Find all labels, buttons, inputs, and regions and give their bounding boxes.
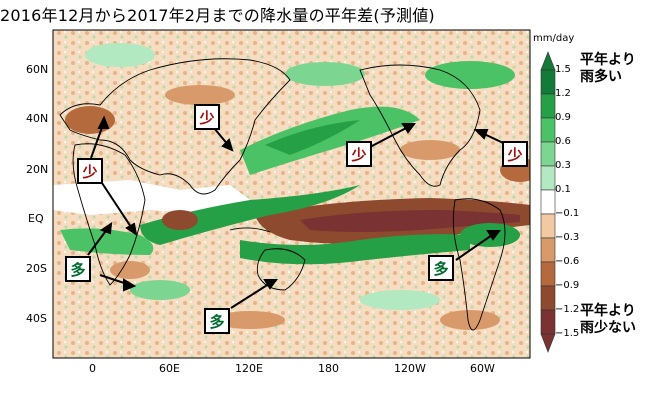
anomaly-field	[53, 43, 530, 330]
lon-label-60w: 60W	[470, 362, 495, 375]
map-frame	[52, 29, 531, 359]
colorbar	[540, 51, 556, 353]
legend-level: 0.1	[555, 184, 571, 195]
coastlines	[59, 58, 506, 331]
annotation-africa-north-dry: 少	[77, 158, 103, 184]
lon-label-180: 180	[318, 362, 339, 375]
legend-wet-label-line2: 雨多い	[580, 69, 622, 85]
colorbar-top-tip	[540, 51, 556, 71]
legend-level: 1.2	[555, 88, 571, 99]
legend-level: −0.6	[555, 256, 580, 267]
page-title: 2016年12月から2017年2月までの降水量の平年差(予測値)	[0, 6, 435, 25]
lat-label-40n: 40N	[26, 112, 49, 125]
legend-level: −0.3	[555, 232, 580, 243]
legend-level: 0.9	[555, 112, 571, 123]
lat-label-60n: 60N	[26, 63, 49, 76]
lat-label-40s: 40S	[26, 312, 47, 325]
legend-dry-label-line1: 平年より	[580, 303, 636, 319]
lon-label-120e: 120E	[235, 362, 263, 375]
legend-level: −1.2	[555, 304, 580, 315]
lat-label-20n: 20N	[26, 163, 49, 176]
annotation-china-dry: 少	[194, 104, 220, 130]
legend-level: 1.5	[555, 64, 571, 75]
legend-wet-label-line1: 平年より	[580, 52, 636, 68]
legend-dry-label-line2: 雨少ない	[580, 320, 636, 336]
lat-label-20s: 20S	[26, 262, 47, 275]
lon-label-0: 0	[89, 362, 96, 375]
annotation-south-america-wet: 多	[428, 255, 454, 281]
annotation-southern-africa-wet: 多	[65, 256, 91, 282]
legend-unit: mm/day	[533, 33, 575, 44]
annotation-australia-wet: 多	[204, 308, 230, 334]
lat-label-eq: EQ	[28, 212, 44, 225]
annotation-us-dry: 少	[346, 141, 372, 167]
annotation-east-us-dry: 少	[502, 141, 528, 167]
legend-level: 0.6	[555, 136, 571, 147]
legend-level: 0.3	[555, 160, 571, 171]
colorbar-bottom-tip	[540, 333, 556, 353]
lon-label-120w: 120W	[394, 362, 426, 375]
legend-level: −0.1	[555, 208, 580, 219]
lon-label-60e: 60E	[159, 362, 180, 375]
legend-level: −0.9	[555, 280, 580, 291]
legend-level: −1.5	[555, 328, 580, 339]
